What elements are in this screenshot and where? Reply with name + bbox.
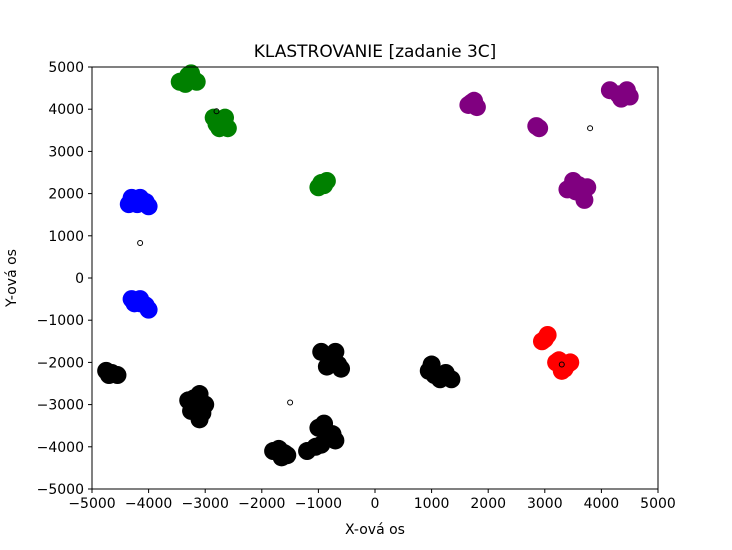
data-point-s2-17 [566,182,585,201]
data-point-s1-11 [125,294,144,313]
x-tick-label-0: −5000 [68,496,115,512]
x-tick-label-5: 0 [371,496,380,512]
y-tick-label-5: 0 [75,271,84,287]
x-axis-ticks: −5000 −4000 −3000 −2000 −1000 0 1000 2000 3000 40… [68,489,676,512]
x-tick-label-7: 2000 [470,496,506,512]
data-point-s4-31 [323,351,342,370]
data-point-s0-5 [187,72,206,91]
data-point-s3-8 [561,353,580,372]
centroid-3 [558,361,565,368]
centroids-layer [137,108,594,406]
data-point-s3-2 [535,330,554,349]
data-point-s1-5 [139,197,158,216]
x-axis-label: X-ová os [345,522,405,538]
data-point-s4-9 [184,389,203,408]
chart-title: KLASTROVANIE [zadanie 3C] [254,42,497,62]
data-point-s0-11 [216,108,235,127]
y-tick-label-6: 1000 [48,229,84,245]
data-point-s4-16 [275,444,294,463]
y-tick-label-4: −1000 [37,313,84,329]
data-point-s4-21 [315,414,334,433]
centroid-0 [213,108,220,115]
x-tick-label-8: 3000 [527,496,563,512]
x-tick-label-2: −3000 [182,496,229,512]
x-tick-label-3: −2000 [238,496,285,512]
data-point-s4-11 [193,404,212,423]
y-tick-label-0: −5000 [37,482,84,498]
y-axis-ticks: −5000 −4000 −3000 −2000 −1000 0 1000 2000 3000 40… [37,60,92,498]
y-axis-label: Y-ová os [4,249,20,308]
data-point-s2-3 [462,93,481,112]
y-tick-label-7: 2000 [48,187,84,203]
data-point-s4-23 [312,435,331,454]
data-point-s4-3 [99,366,118,385]
data-point-s2-10 [612,89,631,108]
data-point-s4-38 [436,363,455,382]
x-tick-label-10: 5000 [640,496,676,512]
x-tick-label-1: −4000 [125,496,172,512]
centroid-1 [137,239,144,246]
y-tick-label-9: 4000 [48,102,84,118]
plot-frame [91,66,659,490]
y-tick-label-8: 3000 [48,144,84,160]
y-tick-label-2: −3000 [37,398,84,414]
data-point-s0-15 [317,171,336,190]
x-tick-label-6: 1000 [414,496,450,512]
y-tick-label-3: −2000 [37,355,84,371]
centroid-4 [287,399,294,406]
x-tick-label-4: −1000 [295,496,342,512]
points-layer [97,64,639,467]
y-tick-label-10: 5000 [48,60,84,76]
data-point-s4-36 [422,355,441,374]
x-tick-label-9: 4000 [584,496,620,512]
data-point-s2-5 [530,119,549,138]
y-tick-label-1: −4000 [37,440,84,456]
centroid-2 [587,125,594,132]
data-point-s4-24 [326,431,345,450]
